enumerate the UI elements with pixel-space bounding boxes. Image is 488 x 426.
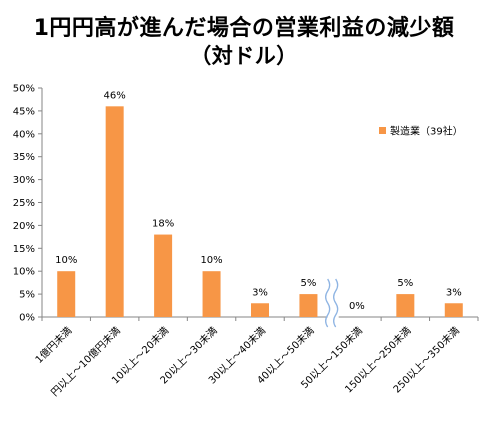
- bar: [299, 294, 318, 317]
- data-label: 0%: [349, 301, 365, 312]
- bar: [251, 303, 269, 317]
- data-label: 5%: [397, 278, 413, 289]
- y-tick-label: 30%: [13, 175, 35, 186]
- legend-label: 製造業（39社）: [390, 125, 463, 138]
- axis-break-gap: [327, 277, 339, 325]
- y-tick-label: 0%: [19, 313, 35, 324]
- bar: [57, 271, 76, 317]
- bar: [444, 303, 463, 317]
- data-label: 10%: [55, 255, 77, 266]
- bar: [396, 294, 415, 317]
- data-label: 5%: [301, 278, 317, 289]
- data-label: 46%: [104, 90, 126, 101]
- chart-subtitle: （対ドル）: [190, 44, 298, 68]
- axis-break-mark: [325, 278, 331, 328]
- y-tick-label: 25%: [13, 198, 35, 209]
- y-tick-label: 15%: [13, 244, 35, 255]
- data-label: 3%: [446, 287, 462, 298]
- bar: [154, 234, 173, 317]
- data-label: 18%: [152, 219, 174, 230]
- data-label: 3%: [252, 287, 268, 298]
- y-tick-label: 5%: [19, 290, 35, 301]
- bar: [202, 271, 221, 317]
- y-tick-label: 20%: [13, 221, 35, 232]
- y-tick-label: 45%: [13, 106, 35, 117]
- bar: [105, 106, 124, 317]
- axis-break-mark: [333, 278, 339, 328]
- y-tick-label: 40%: [13, 129, 35, 140]
- data-label: 10%: [200, 255, 222, 266]
- x-category-label: 1億円未満: [32, 324, 74, 366]
- y-tick-label: 35%: [13, 152, 35, 163]
- y-tick-label: 10%: [13, 267, 35, 278]
- y-tick-label: 50%: [13, 84, 35, 95]
- legend-swatch: [379, 127, 386, 134]
- chart-title: 1円円高が進んだ場合の営業利益の減少額: [33, 16, 455, 41]
